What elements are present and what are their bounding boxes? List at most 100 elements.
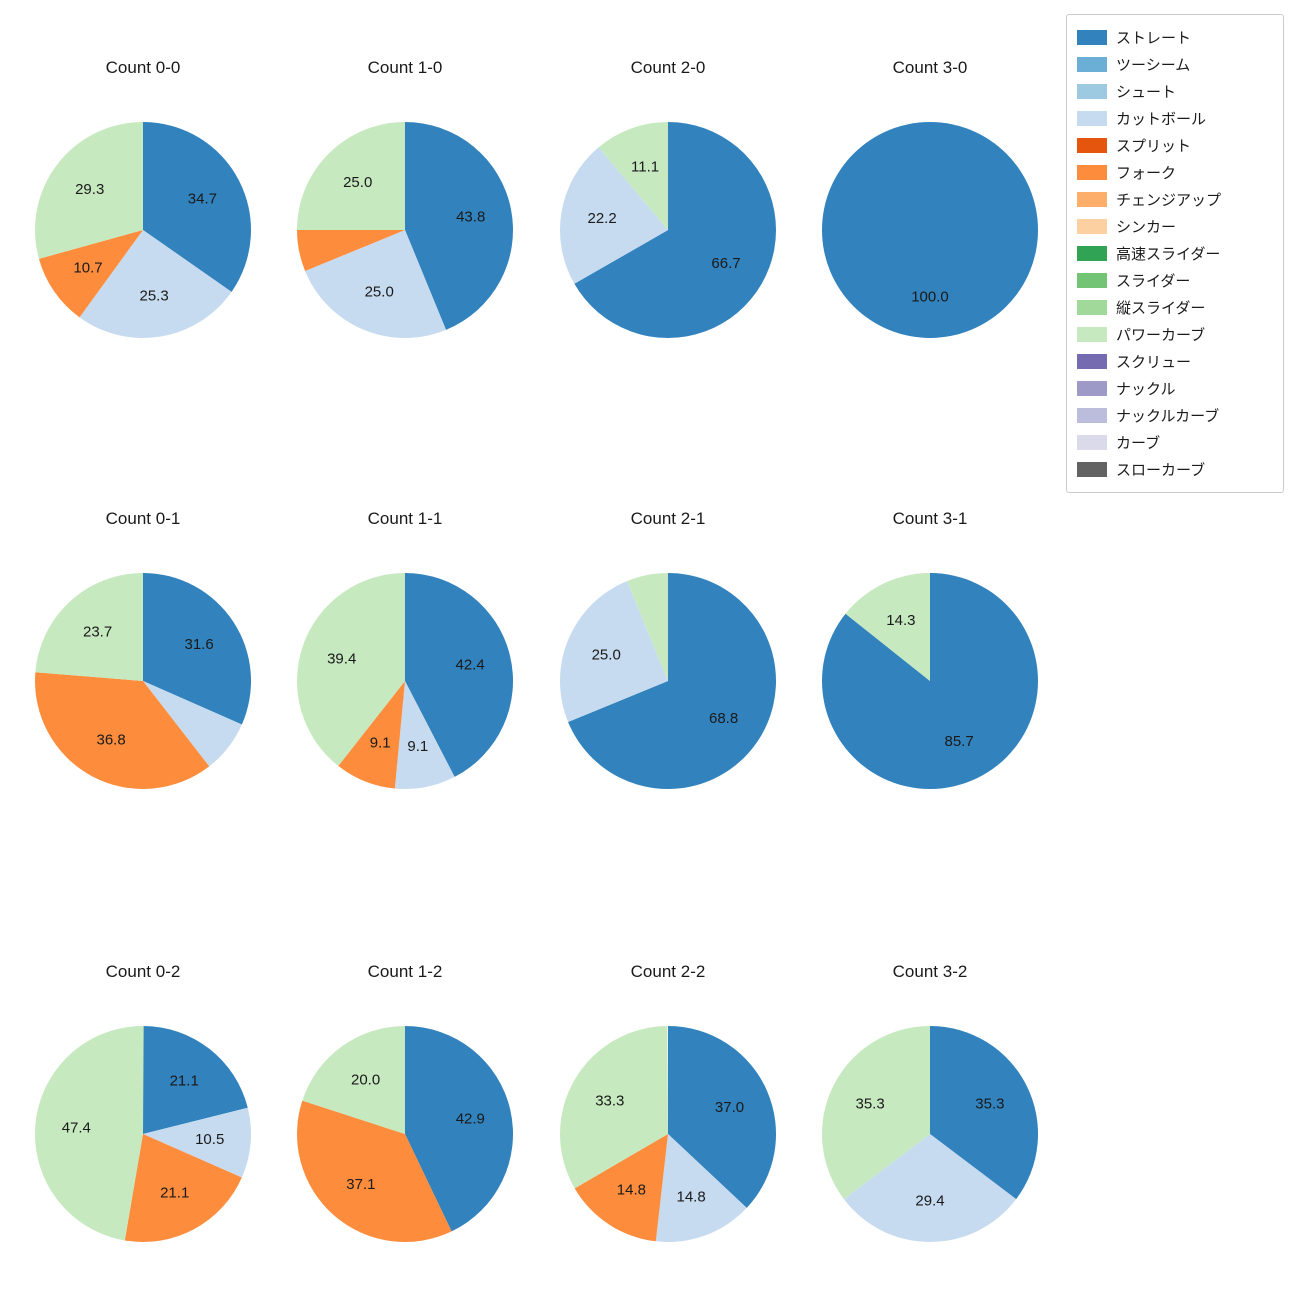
- legend-item: 縦スライダー: [1077, 294, 1273, 321]
- slice-percentage-label: 35.3: [975, 1096, 1004, 1113]
- pie: 66.7 22.2 11.1: [560, 122, 777, 338]
- pie-slice: [574, 1134, 668, 1242]
- slice-percentage-label: 14.8: [676, 1188, 705, 1205]
- legend-label: ツーシーム: [1116, 57, 1191, 74]
- legend-swatch: [1077, 327, 1107, 342]
- pie-slice: [338, 681, 405, 789]
- slice-percentage-label: 25.0: [343, 174, 372, 191]
- pie-slice: [930, 1026, 1039, 1200]
- legend-item: チェンジアップ: [1077, 186, 1273, 213]
- chart-title: Count 2-0: [630, 58, 706, 77]
- slice-percentage-label: 11.1: [631, 159, 659, 176]
- legend-swatch: [1077, 111, 1107, 126]
- legend-item: スライダー: [1077, 267, 1273, 294]
- legend-swatch: [1077, 219, 1107, 234]
- pie: 85.7 14.3: [821, 573, 1038, 789]
- pie-slice: [568, 573, 776, 789]
- legend-swatch: [1077, 57, 1107, 72]
- pie-slice: [598, 122, 668, 230]
- pie-slice: [560, 147, 668, 284]
- pie: 42.9 37.1 20.0: [297, 1026, 514, 1242]
- slice-percentage-label: 21.1: [160, 1185, 189, 1202]
- slice-percentage-label: 10.5: [195, 1131, 224, 1148]
- slice-percentage-label: 37.0: [715, 1099, 744, 1116]
- legend-item: スローカーブ: [1077, 456, 1273, 483]
- legend-swatch: [1077, 354, 1107, 369]
- legend-item: シンカー: [1077, 213, 1273, 240]
- slice-percentage-label: 14.3: [886, 612, 915, 629]
- legend-swatch: [1077, 273, 1107, 288]
- pie-slice: [845, 573, 930, 681]
- slice-percentage-label: 9.1: [407, 738, 428, 755]
- slice-percentage-label: 42.4: [455, 657, 484, 674]
- slice-percentage-label: 22.2: [587, 210, 616, 227]
- legend-swatch: [1077, 300, 1107, 315]
- pie: 31.6 36.8 23.7: [35, 573, 252, 790]
- pie-slice: [143, 1107, 251, 1178]
- pie-slice: [405, 573, 513, 777]
- chart-title: Count 3-1: [892, 509, 968, 528]
- legend-label: 高速スライダー: [1116, 246, 1221, 263]
- legend-swatch: [1077, 408, 1107, 423]
- legend-swatch: [1077, 246, 1107, 261]
- pie-chart-count-1-0: Count 1-0 43.8 25.0 25.0: [275, 56, 535, 360]
- legend-item: 高速スライダー: [1077, 240, 1273, 267]
- pie-chart-count-0-0: Count 0-0 34.7 25.3 10.7 29.3: [13, 56, 273, 360]
- pie-chart-count-3-2: Count 3-2 35.3 29.4 35.3: [800, 960, 1060, 1264]
- slice-percentage-label: 25.3: [139, 288, 168, 305]
- legend-swatch: [1077, 192, 1107, 207]
- slice-percentage-label: 23.7: [83, 623, 112, 640]
- pie-slice: [143, 573, 252, 725]
- pie-slice: [143, 1026, 248, 1134]
- pie: 35.3 29.4 35.3: [821, 1026, 1039, 1243]
- legend-label: ナックル: [1116, 381, 1176, 398]
- slice-percentage-label: 10.7: [73, 260, 102, 277]
- legend-swatch: [1077, 30, 1107, 45]
- slice-percentage-label: 25.0: [365, 283, 394, 300]
- legend-label: スクリュー: [1116, 354, 1192, 371]
- legend-label: ストレート: [1116, 30, 1192, 47]
- slice-percentage-label: 42.9: [456, 1111, 485, 1128]
- legend-item: カットボール: [1077, 105, 1273, 132]
- legend-label: カットボール: [1116, 111, 1207, 128]
- legend-item: フォーク: [1077, 159, 1273, 186]
- pie: 100.0: [822, 122, 1038, 338]
- pie-slice: [35, 122, 143, 259]
- legend-label: スライダー: [1116, 273, 1191, 290]
- legend-label: ナックルカーブ: [1116, 408, 1220, 425]
- pie-slice: [559, 581, 668, 723]
- pie-slice: [34, 1025, 144, 1241]
- legend-item: シュート: [1077, 78, 1273, 105]
- pie-slice: [302, 1026, 405, 1134]
- slice-percentage-label: 39.4: [327, 651, 356, 668]
- slice-percentage-label: 37.1: [346, 1176, 375, 1193]
- legend-swatch: [1077, 138, 1107, 153]
- pie: 43.8 25.0 25.0: [297, 122, 514, 339]
- pie-chart-count-2-2: Count 2-2 37.0 14.8 14.8 33.3: [538, 960, 798, 1264]
- legend-swatch: [1077, 381, 1107, 396]
- pie-chart-count-1-1: Count 1-1 42.4 9.1 9.1 39.4: [275, 507, 535, 811]
- pie-slice: [821, 573, 1038, 789]
- legend-swatch: [1077, 165, 1107, 180]
- legend-item: ナックルカーブ: [1077, 402, 1273, 429]
- legend-item: カーブ: [1077, 429, 1273, 456]
- slice-percentage-label: 68.8: [709, 710, 738, 727]
- pie-slice: [35, 573, 143, 681]
- pie-chart-count-0-1: Count 0-1 31.6 36.8 23.7: [13, 507, 273, 811]
- pie-slice: [297, 230, 405, 272]
- chart-title: Count 0-0: [105, 58, 181, 77]
- slice-percentage-label: 36.8: [96, 731, 125, 748]
- pie-slice: [297, 1100, 452, 1242]
- chart-title: Count 1-2: [367, 962, 443, 981]
- pie-chart-count-3-0: Count 3-0 100.0: [800, 56, 1060, 360]
- legend-label: スプリット: [1116, 138, 1192, 155]
- pie-slice: [626, 573, 668, 681]
- legend-item: ナックル: [1077, 375, 1273, 402]
- legend: ストレートツーシームシュートカットボール スプリットフォーク チェンジアップ シンカー…: [1066, 14, 1284, 493]
- pie-slice: [296, 573, 405, 766]
- chart-title: Count 1-0: [367, 58, 443, 77]
- pie-slice: [38, 230, 143, 318]
- slice-percentage-label: 14.8: [617, 1182, 646, 1199]
- slice-percentage-label: 34.7: [188, 191, 217, 208]
